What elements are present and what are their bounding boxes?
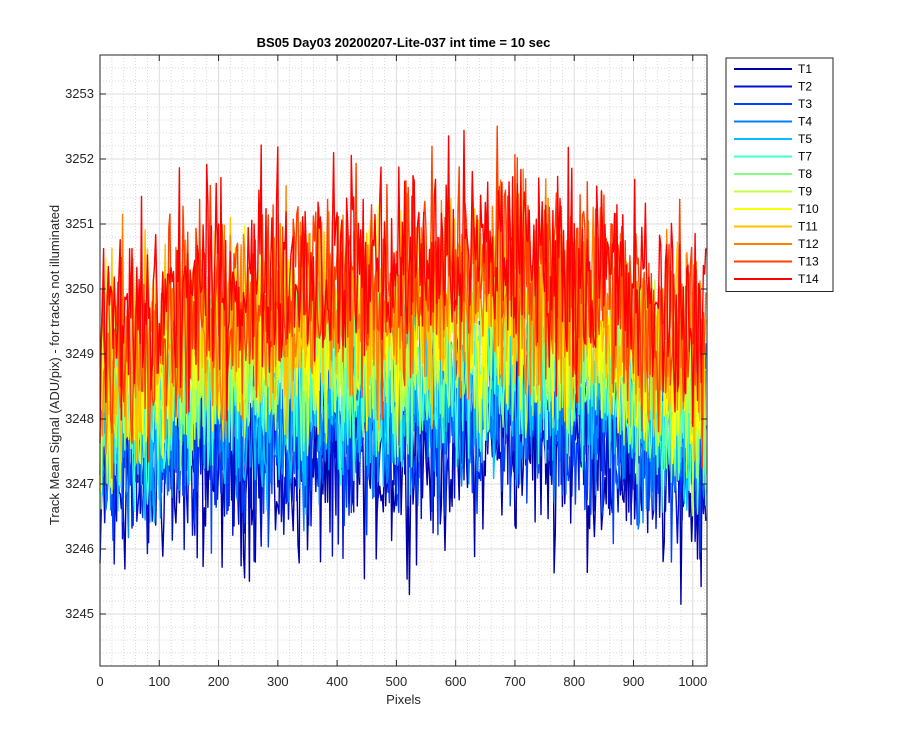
y-tick-label: 3245 bbox=[65, 606, 94, 621]
x-tick-label: 700 bbox=[504, 674, 526, 689]
y-tick-label: 3249 bbox=[65, 346, 94, 361]
x-tick-label: 200 bbox=[208, 674, 230, 689]
x-tick-label: 900 bbox=[623, 674, 645, 689]
y-tick-label: 3253 bbox=[65, 86, 94, 101]
y-tick-label: 3247 bbox=[65, 476, 94, 491]
legend-label-t10: T10 bbox=[798, 202, 819, 216]
plot-frame bbox=[99, 54, 708, 667]
y-tick-label: 3250 bbox=[65, 281, 94, 296]
legend-label-t13: T13 bbox=[798, 255, 819, 269]
x-tick-label: 0 bbox=[96, 674, 103, 689]
y-tick-label: 3248 bbox=[65, 411, 94, 426]
legend-label-t8: T8 bbox=[798, 167, 812, 181]
y-tick-label: 3251 bbox=[65, 216, 94, 231]
legend-label-t2: T2 bbox=[798, 80, 812, 94]
y-axis: 3245 3246 3247 3248 3249 3250 3251 3252 3253 bbox=[65, 86, 707, 621]
legend: T1 T2 T3 T4 T5 T7 T8 T9 T10 T11 T12 T13 T14 bbox=[725, 57, 834, 292]
x-tick-label: 100 bbox=[148, 674, 170, 689]
x-tick-label: 600 bbox=[445, 674, 467, 689]
legend-label-t9: T9 bbox=[798, 185, 812, 199]
y-tick-label: 3246 bbox=[65, 541, 94, 556]
legend-label-t7: T7 bbox=[798, 150, 812, 164]
legend-label-t3: T3 bbox=[798, 97, 812, 111]
y-tick-label: 3252 bbox=[65, 151, 94, 166]
x-tick-label: 300 bbox=[267, 674, 289, 689]
x-tick-label: 400 bbox=[326, 674, 348, 689]
x-tick-label: 800 bbox=[563, 674, 585, 689]
legend-label-t11: T11 bbox=[798, 220, 818, 234]
legend-label-t12: T12 bbox=[798, 237, 819, 251]
series-line-t14 bbox=[99, 129, 707, 444]
legend-label-t14: T14 bbox=[798, 272, 819, 286]
x-tick-label: 500 bbox=[386, 674, 408, 689]
series-layer bbox=[99, 125, 707, 605]
legend-label-t4: T4 bbox=[798, 115, 812, 129]
x-axis: 0 100 200 300 400 500 600 700 800 900 1000 bbox=[96, 55, 707, 689]
legend-label-t1: T1 bbox=[798, 62, 812, 76]
y-axis-label: Track Mean Signal (ADU/pix) - for tracks… bbox=[47, 205, 62, 525]
chart-title: BS05 Day03 20200207-Lite-037 int time = … bbox=[257, 35, 551, 50]
legend-label-t5: T5 bbox=[798, 132, 812, 146]
x-tick-label: 1000 bbox=[678, 674, 707, 689]
x-axis-label: Pixels bbox=[386, 692, 421, 707]
